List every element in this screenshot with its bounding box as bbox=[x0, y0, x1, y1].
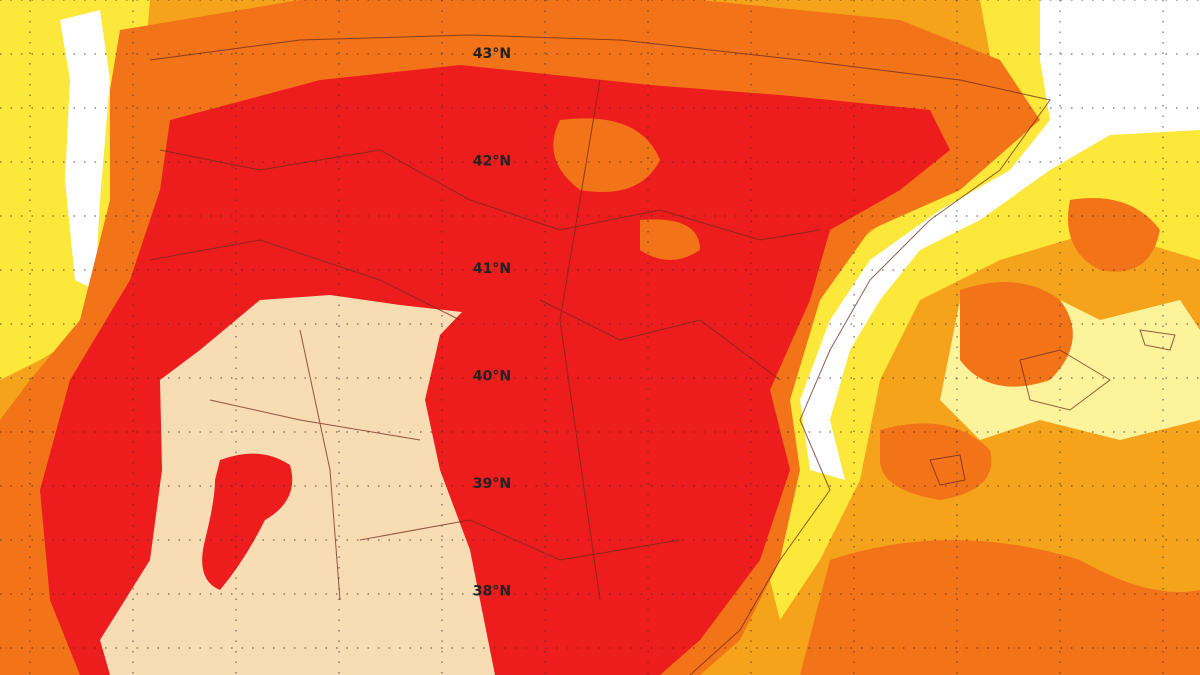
very-hot-zone bbox=[202, 453, 293, 590]
yellow-zone bbox=[760, 0, 1200, 620]
latitude-labels: 43°N 42°N 41°N 40°N 39°N 38°N bbox=[473, 46, 511, 600]
hot-zone bbox=[553, 118, 660, 192]
cool-zone bbox=[800, 0, 1200, 480]
hot-zone bbox=[880, 423, 992, 500]
hot-zone bbox=[640, 219, 700, 260]
coastline bbox=[149, 34, 1051, 675]
latitude-label: 40°N bbox=[473, 369, 511, 385]
latitude-label: 41°N bbox=[473, 261, 511, 277]
latitude-label: 42°N bbox=[473, 154, 511, 170]
latitude-label: 39°N bbox=[473, 476, 511, 492]
hot-zone bbox=[1068, 198, 1160, 272]
cool-zone bbox=[60, 10, 110, 290]
latitude-label: 38°N bbox=[473, 584, 511, 600]
hot-zone bbox=[800, 540, 1200, 675]
extreme-zone bbox=[100, 295, 495, 675]
latitude-label: 43°N bbox=[473, 46, 511, 62]
hot-zone bbox=[960, 282, 1073, 387]
